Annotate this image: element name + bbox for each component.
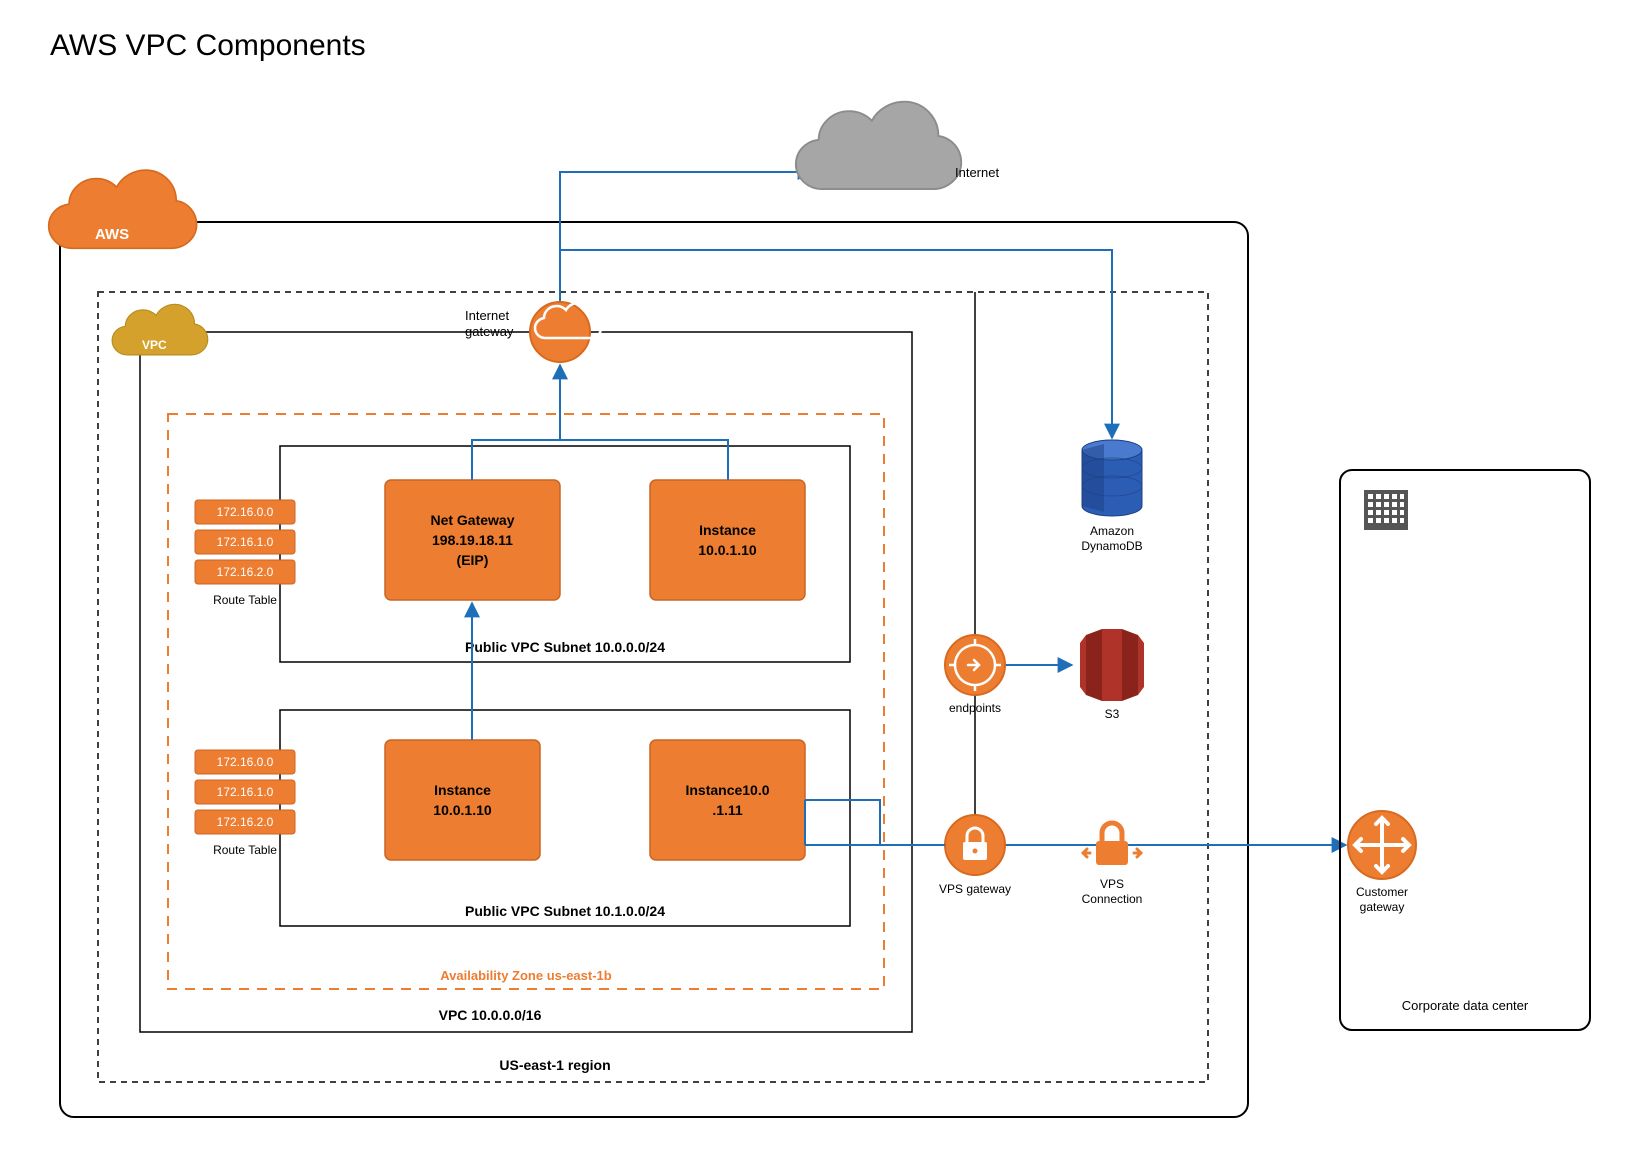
internet-cloud (796, 102, 961, 189)
edge-i3-to-vpsgw-real (805, 800, 945, 845)
vpc-badge-text: VPC (142, 338, 167, 352)
page-title: AWS VPC Components (50, 29, 366, 62)
route-entry-text: 172.16.2.0 (217, 815, 274, 829)
internet-label: Internet (955, 165, 999, 180)
aws-container (60, 222, 1248, 1117)
internet-gateway-icon (530, 302, 601, 362)
vps-conn-label2: Connection (1082, 892, 1143, 906)
route-entry-text: 172.16.2.0 (217, 565, 274, 579)
s3-label: S3 (1105, 707, 1120, 721)
dynamodb-label1: Amazon (1090, 524, 1134, 538)
instance-text: 10.0.1.10 (698, 542, 757, 558)
edge-igw-to-dynamo (560, 250, 1112, 438)
instance-text: Net Gateway (430, 512, 514, 528)
instance-i3: Instance10.0 .1.11 (650, 740, 805, 860)
endpoints-icon (945, 635, 1005, 695)
instance-text: 10.0.1.10 (433, 802, 492, 818)
instance-text: Instance (699, 522, 756, 538)
customer-gateway-icon (1348, 811, 1416, 879)
dynamodb-label2: DynamoDB (1081, 539, 1142, 553)
region-container (98, 292, 1208, 1082)
vpc-label: VPC 10.0.0.0/16 (439, 1007, 542, 1023)
dynamodb-icon (1082, 440, 1142, 516)
instance-i2: Instance 10.0.1.10 (385, 740, 540, 860)
subnet2-label: Public VPC Subnet 10.1.0.0/24 (465, 903, 665, 919)
vps-gateway-label: VPS gateway (939, 882, 1011, 896)
instance-box (650, 740, 805, 860)
region-label: US-east-1 region (499, 1057, 610, 1073)
datacenter-container (1340, 470, 1590, 1030)
endpoints-label: endpoints (949, 701, 1001, 715)
s3-icon (1080, 629, 1144, 701)
instance-text: 198.19.18.11 (432, 532, 513, 548)
customer-gw-label2: gateway (1360, 900, 1405, 914)
instance-text: Instance (434, 782, 491, 798)
instance-text: (EIP) (457, 552, 489, 568)
aws-cloud-badge: AWS (49, 170, 197, 248)
instance-text: Instance10.0 (685, 782, 769, 798)
route-entry-text: 172.16.1.0 (217, 785, 274, 799)
building-icon (1364, 490, 1408, 530)
igw-label1: Internet (465, 308, 509, 323)
route-entry-text: 172.16.0.0 (217, 505, 274, 519)
vps-conn-label1: VPS (1100, 877, 1124, 891)
igw-label2: gateway (465, 324, 514, 339)
vpc-container (140, 332, 912, 1032)
customer-gw-label1: Customer (1356, 885, 1408, 899)
aws-badge-text: AWS (95, 226, 129, 243)
instance-nat: Net Gateway 198.19.18.11 (EIP) (385, 480, 560, 600)
route-entry-text: 172.16.0.0 (217, 755, 274, 769)
instance-box (650, 480, 805, 600)
instance-i1: Instance 10.0.1.10 (650, 480, 805, 600)
az-label: Availability Zone us-east-1b (440, 968, 612, 983)
route-entry-text: 172.16.1.0 (217, 535, 274, 549)
edge-igw-to-internet (560, 172, 812, 302)
vps-gateway-icon (945, 815, 1005, 875)
instance-box (385, 740, 540, 860)
subnet1-label: Public VPC Subnet 10.0.0.0/24 (465, 639, 665, 655)
vpc-cloud-badge: VPC (112, 304, 208, 355)
instance-text: .1.11 (712, 802, 743, 818)
route-table-caption: Route Table (213, 593, 277, 607)
datacenter-label: Corporate data center (1402, 998, 1529, 1013)
route-table-caption: Route Table (213, 843, 277, 857)
